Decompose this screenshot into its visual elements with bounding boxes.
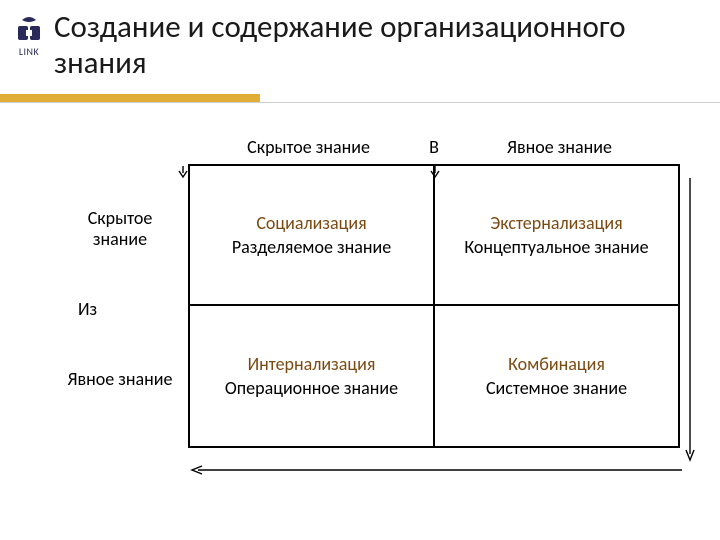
cell-sub: Разделяемое знание [232,236,391,259]
grid-row: Социализация Разделяемое знание Экстерна… [190,166,678,306]
cell-head: Социализация [256,212,366,235]
logo-icon [12,14,46,44]
arrow-down-center-header [430,164,440,183]
cell-internalization: Интернализация Операционное знание [190,306,435,446]
matrix: Скрытое знание Из Явное знание Социализа… [60,164,680,448]
cell-socialization: Социализация Разделяемое знание [190,166,435,304]
grid-row: Интернализация Операционное знание Комби… [190,306,678,446]
logo: LINK [12,14,46,58]
logo-text: LINK [12,45,46,58]
left-column: Скрытое знание Из Явное знание [60,164,188,448]
page-title: Создание и содержание организационного з… [54,10,720,81]
cell-combination: Комбинация Системное знание [435,306,678,446]
header-left-bottom: Явное знание [60,324,188,434]
header-left-top: Скрытое знание [60,164,188,294]
cell-sub: Операционное знание [225,377,398,400]
cell-head: Комбинация [508,353,605,376]
cell-sub: Концептуальное знание [464,236,648,259]
title-accent-bar [0,94,260,102]
top-headers: Скрытое знание В Явное знание [188,130,680,164]
arrow-down-left-header [178,164,188,183]
grid: Социализация Разделяемое знание Экстерна… [188,164,680,448]
seci-diagram: Скрытое знание В Явное знание Скрытое зн… [60,130,680,448]
arrow-right-side [684,178,696,467]
title-divider [0,102,720,103]
cell-externalization: Экстернализация Концептуальное знание [435,166,678,304]
header-top-right: Явное знание [439,130,680,164]
header-left-mid: Из [60,294,188,324]
cell-head: Интернализация [248,353,376,376]
cell-sub: Системное знание [486,377,627,400]
header-top-left: Скрытое знание [188,130,429,164]
cell-head: Экстернализация [490,212,622,235]
header-top-center: В [429,136,439,158]
arrow-bottom-left [188,462,682,481]
